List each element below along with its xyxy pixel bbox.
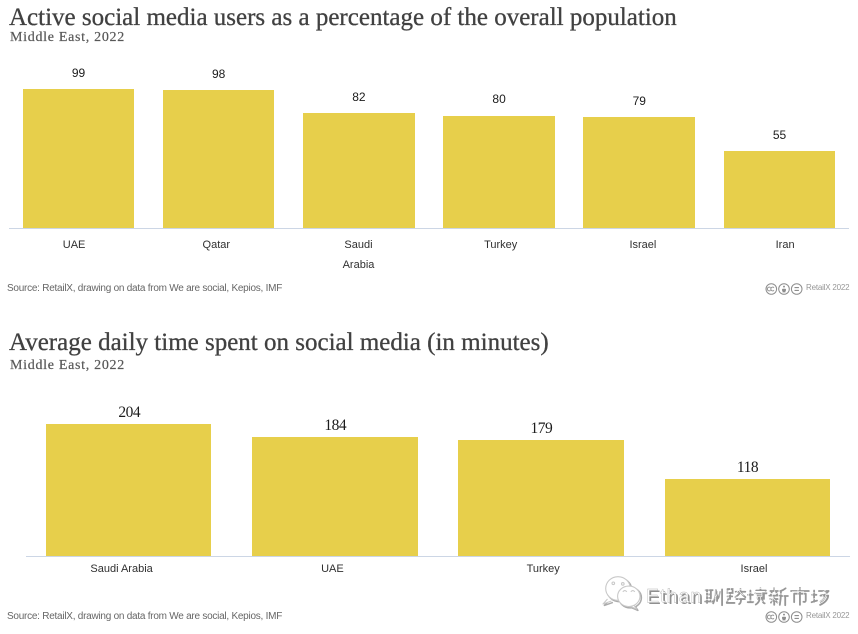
svg-text:Ethan: Ethan xyxy=(646,585,702,607)
svg-text:Ethan: Ethan xyxy=(648,587,704,609)
